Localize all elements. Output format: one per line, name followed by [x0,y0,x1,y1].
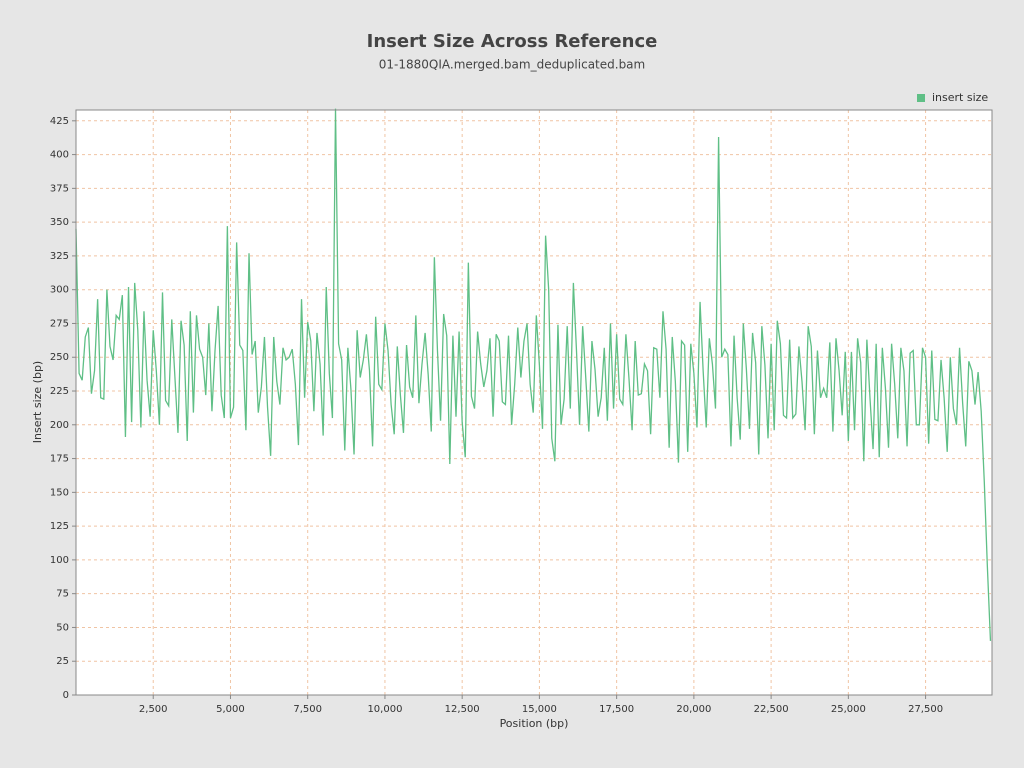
y-tick-label: 0 [63,690,69,701]
plot-border [75,109,993,696]
y-tick-label: 25 [56,656,69,667]
x-tick-label: 5,000 [216,704,245,715]
x-tick-label: 25,000 [831,704,866,715]
y-tick-label: 150 [50,487,69,498]
x-tick-label: 12,500 [445,704,480,715]
x-tick-label: 22,500 [754,704,789,715]
grid [76,110,992,696]
x-tick-label: 10,000 [367,704,402,715]
y-tick-label: 350 [50,217,69,228]
y-tick-label: 225 [50,386,69,397]
y-tick-label: 400 [50,150,69,161]
y-tick-label: 200 [50,420,69,431]
y-tick-label: 75 [56,589,69,600]
y-axis-label: Insert size (bp) [31,361,44,443]
x-tick-label: 17,500 [599,704,634,715]
y-tick-label: 375 [50,183,69,194]
chart-subtitle: 01-1880QIA.merged.bam_deduplicated.bam [379,58,645,72]
y-tick-label: 175 [50,454,69,465]
y-tick-label: 50 [56,622,69,633]
chart-title: Insert Size Across Reference [367,31,658,52]
legend: insert size [917,91,988,104]
legend-swatch [917,94,925,102]
x-tick-label: 20,000 [676,704,711,715]
x-axis-label: Position (bp) [500,717,569,730]
y-tick-label: 425 [50,116,69,127]
x-tick-label: 7,500 [293,704,322,715]
legend-label: insert size [932,91,988,104]
y-tick-label: 250 [50,352,69,363]
y-tick-label: 125 [50,521,69,532]
y-tick-label: 100 [50,555,69,566]
plot [75,108,992,641]
y-tick-label: 300 [50,285,69,296]
data-line [75,108,992,641]
y-tick-label: 275 [50,318,69,329]
y-tick-label: 325 [50,251,69,262]
x-tick-label: 27,500 [908,704,943,715]
x-tick-label: 2,500 [139,704,168,715]
x-tick-label: 15,000 [522,704,557,715]
